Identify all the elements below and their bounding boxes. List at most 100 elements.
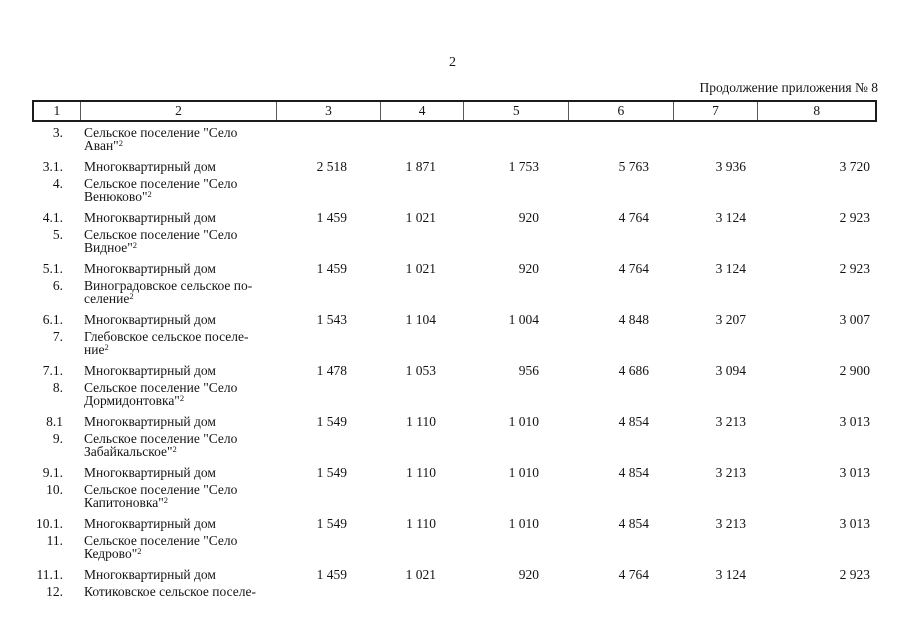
table-row: 7.1. Многоквартирный дом 1 478 1 053 956 4 68… [32,363,877,378]
row-name: Многоквартирный дом [79,364,276,378]
table-row: 8. Сельское поселение "Село Дормидонтовка"… [32,380,877,408]
row-name: Сельское поселение "Село Аван"2 [79,126,276,153]
row-name-line: Сельское поселение "Село [84,176,238,191]
row-value-col8: 2 900 [839,363,870,378]
header-cell-6: 6 [569,102,674,120]
row-value-col3: 1 478 [316,363,347,378]
row-value-col4: 1 053 [405,363,436,378]
row-name-line: Капитоновка"2 [84,495,169,510]
header-cell-4: 4 [381,102,465,120]
row-name-line: Сельское поселение "Село [84,533,238,548]
row-name-line: Многоквартирный дом [84,261,216,276]
row-value-col8: 2 923 [839,567,870,582]
row-number: 4.1. [42,210,63,225]
row-value-col6: 4 764 [618,210,649,225]
header-cell-7: 7 [674,102,759,120]
footnote-marker: 2 [118,138,123,148]
continuation-label: Продолжение приложения № 8 [699,80,878,95]
footnote-marker: 2 [104,342,109,352]
row-value-col3: 1 459 [316,567,347,582]
row-name: Многоквартирный дом [79,160,276,174]
row-number: 6. [52,278,63,293]
row-number: 3.1. [42,159,63,174]
table-row: 4. Сельское поселение "Село Венюково"2 [32,176,877,204]
row-value-col6: 4 764 [618,261,649,276]
row-number: 3. [52,125,63,140]
row-name-line: Виноградовское сельское по- [84,278,253,293]
row-value-col8: 2 923 [839,261,870,276]
row-value-col4: 1 021 [405,261,436,276]
row-value-col3: 1 549 [316,465,347,480]
row-number: 5.1. [42,261,63,276]
footnote-marker: 2 [132,240,137,250]
table-row: 3.1. Многоквартирный дом 2 518 1 871 1 753 5 … [32,159,877,174]
row-name-line: Дормидонтовка"2 [84,393,185,408]
row-number: 9. [52,431,63,446]
row-number: 11.1. [36,567,64,582]
row-name: Многоквартирный дом [79,261,276,276]
row-value-col6: 4 854 [618,516,649,531]
table-row: 9.1. Многоквартирный дом 1 549 1 110 1 010 4 … [32,465,877,480]
row-number: 6.1. [42,312,63,327]
row-name-line: Многоквартирный дом [84,210,216,225]
row-name: Сельское поселение "Село Венюково"2 [79,176,276,204]
row-number: 9.1. [42,465,63,480]
row-name-line: Сельское поселение "Село [84,431,238,446]
table-row: 11. Сельское поселение "Село Кедрово"2 [32,533,877,561]
row-value-col4: 1 104 [405,312,436,327]
row-name-line: Забайкальское"2 [84,444,177,459]
row-value-col8: 3 007 [839,312,870,327]
table-row: 5. Сельское поселение "Село Видное"2 [32,228,877,255]
table-row: 6. Виноградовское сельское по-селение2 [32,278,877,306]
row-value-col3: 1 543 [316,312,347,327]
row-value-col7: 3 213 [715,414,746,429]
row-value-col7: 3 213 [715,465,746,480]
footnote-marker: 2 [147,189,152,199]
row-value-col6: 4 848 [618,312,649,327]
row-value-col3: 1 459 [316,261,347,276]
row-name-line: Аван"2 [84,138,123,153]
table-row: 10. Сельское поселение "Село Капитоновка"2 [32,482,877,510]
row-value-col8: 3 013 [839,465,870,480]
row-name-line: Сельское поселение "Село [84,380,238,395]
row-value-col7: 3 936 [715,159,746,174]
row-value-col5: 920 [518,261,539,276]
header-cell-1: 1 [34,102,81,120]
row-value-col5: 956 [518,363,539,378]
row-value-col5: 1 010 [508,516,539,531]
header-cell-3: 3 [277,102,381,120]
row-value-col7: 3 124 [715,210,746,225]
row-name: Сельское поселение "Село Забайкальское"2 [79,431,276,459]
row-name-line: Венюково"2 [84,189,152,204]
row-name: Многоквартирный дом [79,313,276,327]
footnote-marker: 2 [137,546,142,556]
row-value-col8: 2 923 [839,210,870,225]
row-value-col6: 4 854 [618,465,649,480]
row-value-col4: 1 021 [405,210,436,225]
row-name-line: селение2 [84,291,134,306]
row-value-col3: 1 549 [316,414,347,429]
table-row: 5.1. Многоквартирный дом 1 459 1 021 920 4 76… [32,261,877,276]
table-row: 8.1 Многоквартирный дом 1 549 1 110 1 010 4 8… [32,414,877,429]
row-name: Сельское поселение "Село Дормидонтовка"2 [79,380,276,408]
row-number: 8. [52,380,63,395]
row-number: 4. [52,176,63,191]
row-value-col8: 3 720 [839,159,870,174]
row-name: Глебовское сельское поселе-ние2 [79,330,276,357]
row-value-col8: 3 013 [839,414,870,429]
table-body: 3. Сельское поселение "Село Аван"2 3.1. Мног… [32,122,877,599]
row-value-col5: 920 [518,210,539,225]
row-value-col8: 3 013 [839,516,870,531]
row-value-col3: 1 459 [316,210,347,225]
row-name: Многоквартирный дом [79,466,276,480]
row-name: Многоквартирный дом [79,517,276,531]
row-name: Многоквартирный дом [79,568,276,582]
row-name: Сельское поселение "Село Кедрово"2 [79,533,276,561]
footnote-marker: 2 [163,495,169,505]
row-value-col3: 1 549 [316,516,347,531]
row-value-col7: 3 213 [715,516,746,531]
row-number: 10. [46,482,63,497]
row-name-line: Видное"2 [84,240,137,255]
row-name: Многоквартирный дом [79,210,276,225]
